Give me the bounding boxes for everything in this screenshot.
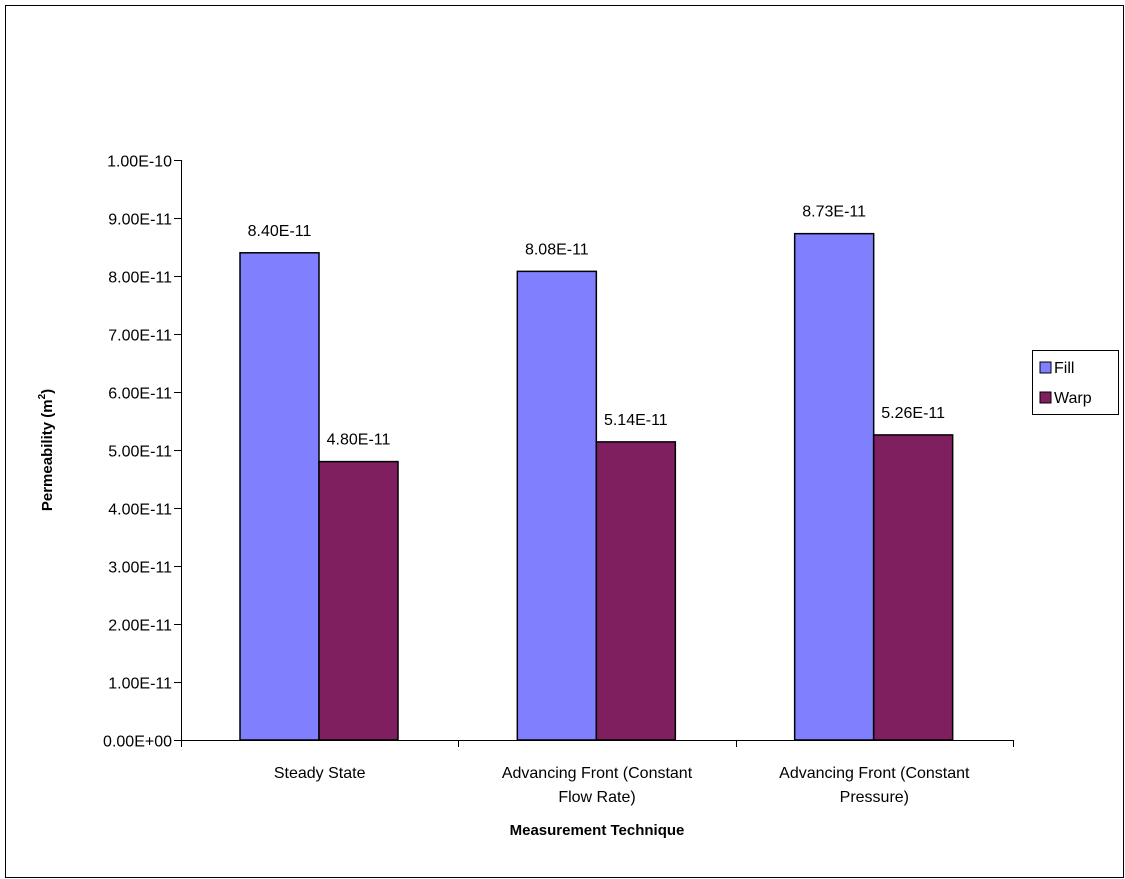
data-label-warp: 5.14E-11	[604, 412, 668, 429]
y-tick-label: 1.00E-11	[108, 676, 172, 693]
y-tick-label: 7.00E-11	[108, 328, 172, 345]
bar-fill	[516, 270, 598, 741]
y-tick-label: 0.00E+00	[103, 734, 172, 751]
legend: Fill Warp	[1032, 350, 1119, 415]
data-label-warp: 5.26E-11	[881, 405, 945, 422]
data-label-fill: 8.73E-11	[802, 204, 866, 221]
data-label-fill: 8.08E-11	[525, 241, 589, 258]
y-tick-label: 5.00E-11	[108, 444, 172, 461]
data-label-fill: 8.40E-11	[248, 223, 312, 240]
y-tick-label: 8.00E-11	[108, 270, 172, 287]
bar-warp	[318, 460, 399, 741]
y-tick-label: 2.00E-11	[108, 618, 172, 635]
x-axis-title: Measurement Technique	[510, 822, 685, 839]
data-labels: 8.40E-11 8.08E-11 8.73E-11 4.80E-11 5.14E-11…	[248, 204, 946, 449]
x-tick-label: Steady State	[274, 765, 366, 782]
bar-warp	[872, 434, 954, 741]
x-tick-labels: Steady State Advancing Front (Constant Flo…	[274, 765, 970, 806]
bar-fill	[239, 252, 320, 741]
y-axis-title: Permeability (m2)	[37, 389, 56, 511]
y-tick-label: 3.00E-11	[108, 560, 172, 577]
legend-box	[1032, 350, 1119, 415]
legend-label-warp: Warp	[1054, 390, 1092, 407]
legend-swatch-fill	[1039, 361, 1052, 374]
y-tick-label: 4.00E-11	[108, 502, 172, 519]
data-label-warp: 4.80E-11	[327, 432, 391, 449]
x-tick-label: Advancing Front (Constant Pressure)	[779, 765, 970, 806]
y-tick-label: 6.00E-11	[108, 386, 172, 403]
y-tick-label: 9.00E-11	[108, 212, 172, 229]
bars	[239, 232, 954, 741]
legend-swatch-warp	[1039, 391, 1052, 404]
legend-label-fill: Fill	[1054, 360, 1074, 377]
bar-warp	[595, 441, 677, 741]
y-tick-label: 1.00E-10	[107, 154, 172, 171]
bar-fill	[793, 232, 875, 741]
y-axis: 0.00E+00 1.00E-11 2.00E-11 3.00E-11 4.00E-11…	[103, 154, 182, 751]
x-tick-label: Advancing Front (Constant Flow Rate)	[502, 765, 693, 806]
